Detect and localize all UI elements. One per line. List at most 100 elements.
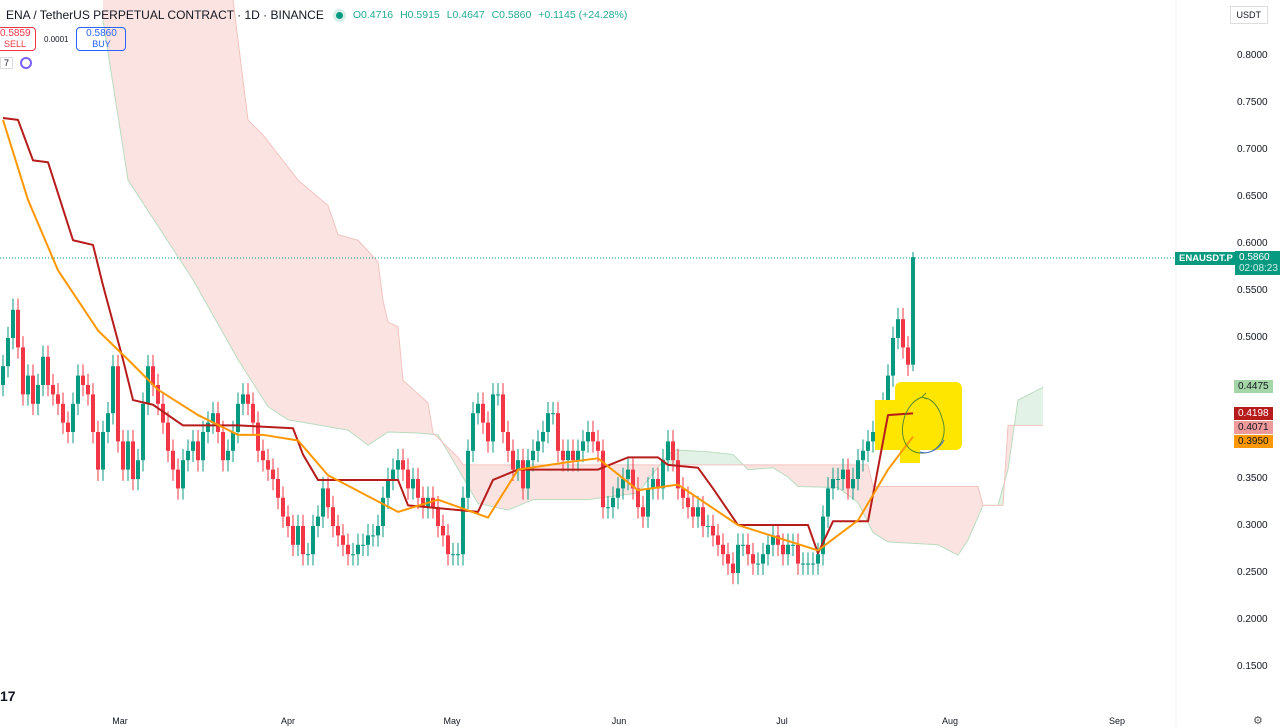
symbol-title[interactable]: ENA / TetherUS PERPETUAL CONTRACT · 1D ·… bbox=[6, 8, 324, 22]
cloud-segment bbox=[155, 0, 158, 227]
cloud-segment bbox=[328, 205, 331, 428]
symbol-header: ENA / TetherUS PERPETUAL CONTRACT · 1D ·… bbox=[0, 8, 631, 22]
cloud-segment bbox=[805, 464, 808, 487]
sell-button[interactable]: 0.5859 SELL bbox=[0, 27, 36, 51]
candle bbox=[146, 354, 150, 416]
cloud-segment bbox=[808, 464, 811, 487]
indicator-count[interactable]: 7 bbox=[0, 57, 14, 69]
cloud-segment bbox=[618, 464, 621, 496]
candle-body bbox=[251, 403, 255, 423]
candle-body bbox=[46, 356, 50, 385]
cloud-segment bbox=[325, 203, 328, 427]
cloud-segment bbox=[893, 486, 896, 543]
candle bbox=[26, 364, 30, 406]
currency-selector[interactable]: USDT bbox=[1229, 6, 1268, 24]
cloud-segment bbox=[488, 464, 491, 507]
cloud-segment bbox=[1023, 396, 1026, 426]
cloud-segment bbox=[698, 451, 701, 465]
cloud-segment bbox=[303, 184, 306, 423]
cloud-segment bbox=[345, 236, 348, 431]
candle-body bbox=[336, 526, 340, 536]
cloud-segment bbox=[750, 464, 753, 470]
candle-body bbox=[266, 460, 270, 470]
price-tick: 0.7000 bbox=[1237, 144, 1268, 155]
candle-body bbox=[626, 469, 630, 479]
spread-value: 0.0001 bbox=[44, 34, 69, 44]
candle bbox=[371, 524, 375, 547]
candle-body bbox=[906, 347, 910, 365]
candle bbox=[366, 524, 370, 557]
trade-panel: 0.5859 SELL 0.0001 0.5860 BUY bbox=[0, 27, 127, 51]
candle bbox=[341, 524, 345, 557]
cloud-segment bbox=[780, 464, 783, 474]
cloud-segment bbox=[883, 486, 886, 541]
candle bbox=[66, 411, 70, 444]
candle bbox=[706, 514, 710, 538]
candle bbox=[786, 533, 790, 566]
candle-body bbox=[121, 441, 125, 470]
candle-body bbox=[311, 526, 315, 555]
cloud-segment bbox=[640, 464, 643, 490]
cloud-segment bbox=[955, 486, 958, 556]
candle-body bbox=[506, 432, 510, 451]
cloud-segment bbox=[813, 464, 816, 487]
cloud-segment bbox=[193, 0, 196, 285]
candle-body bbox=[211, 413, 215, 423]
candle-body bbox=[51, 385, 55, 395]
cloud-segment bbox=[748, 464, 751, 470]
candle bbox=[586, 420, 590, 453]
cloud-segment bbox=[415, 391, 418, 433]
candle bbox=[821, 505, 825, 566]
candle-body bbox=[431, 497, 435, 508]
cloud-segment bbox=[470, 464, 473, 495]
candle-body bbox=[531, 450, 535, 461]
candle bbox=[521, 448, 525, 500]
candle-body bbox=[711, 526, 715, 536]
cloud-segment bbox=[218, 0, 221, 329]
cloud-segment bbox=[935, 486, 938, 545]
cloud-segment bbox=[753, 464, 756, 470]
candle bbox=[676, 448, 680, 500]
cloud-segment bbox=[500, 464, 503, 509]
cloud-segment bbox=[223, 0, 226, 338]
cloud-segment bbox=[1035, 389, 1038, 426]
candle-body bbox=[21, 347, 25, 395]
candle-body bbox=[796, 544, 800, 564]
candle bbox=[436, 495, 440, 538]
cloud-segment bbox=[190, 0, 193, 280]
loading-ring-icon[interactable] bbox=[20, 57, 33, 69]
cloud-segment bbox=[950, 486, 953, 553]
candle bbox=[561, 439, 565, 472]
cloud-segment bbox=[128, 0, 131, 184]
candle-body bbox=[226, 450, 230, 461]
settings-gear-icon[interactable]: ⚙ bbox=[1253, 715, 1263, 727]
candle-body bbox=[451, 554, 455, 556]
open-value: O0.4716 bbox=[352, 9, 394, 21]
candle bbox=[606, 495, 610, 519]
candle-body bbox=[751, 554, 755, 564]
cloud-segment bbox=[828, 464, 831, 488]
candle bbox=[431, 486, 435, 519]
candle-body bbox=[271, 469, 275, 479]
candle-body bbox=[456, 554, 460, 556]
candle-body bbox=[416, 479, 420, 498]
cloud-segment bbox=[478, 464, 481, 504]
cloud-segment bbox=[725, 453, 728, 465]
candle bbox=[461, 486, 465, 566]
cloud-segment bbox=[530, 464, 533, 501]
buy-price: 0.5860 bbox=[86, 28, 117, 39]
cloud-segment bbox=[388, 322, 391, 433]
candle bbox=[661, 448, 665, 500]
cloud-segment bbox=[770, 464, 773, 468]
tradingview-logo[interactable]: 17 bbox=[0, 688, 16, 704]
price-tick: 0.7500 bbox=[1237, 97, 1268, 108]
cloud-segment bbox=[940, 486, 943, 548]
candle-body bbox=[686, 497, 690, 508]
drawn-loop-annotation bbox=[901, 392, 945, 454]
buy-button[interactable]: 0.5860 BUY bbox=[76, 27, 127, 51]
cloud-segment bbox=[1028, 393, 1031, 426]
candle-body bbox=[606, 507, 610, 509]
candle-body bbox=[786, 544, 790, 555]
candle-body bbox=[901, 319, 905, 348]
